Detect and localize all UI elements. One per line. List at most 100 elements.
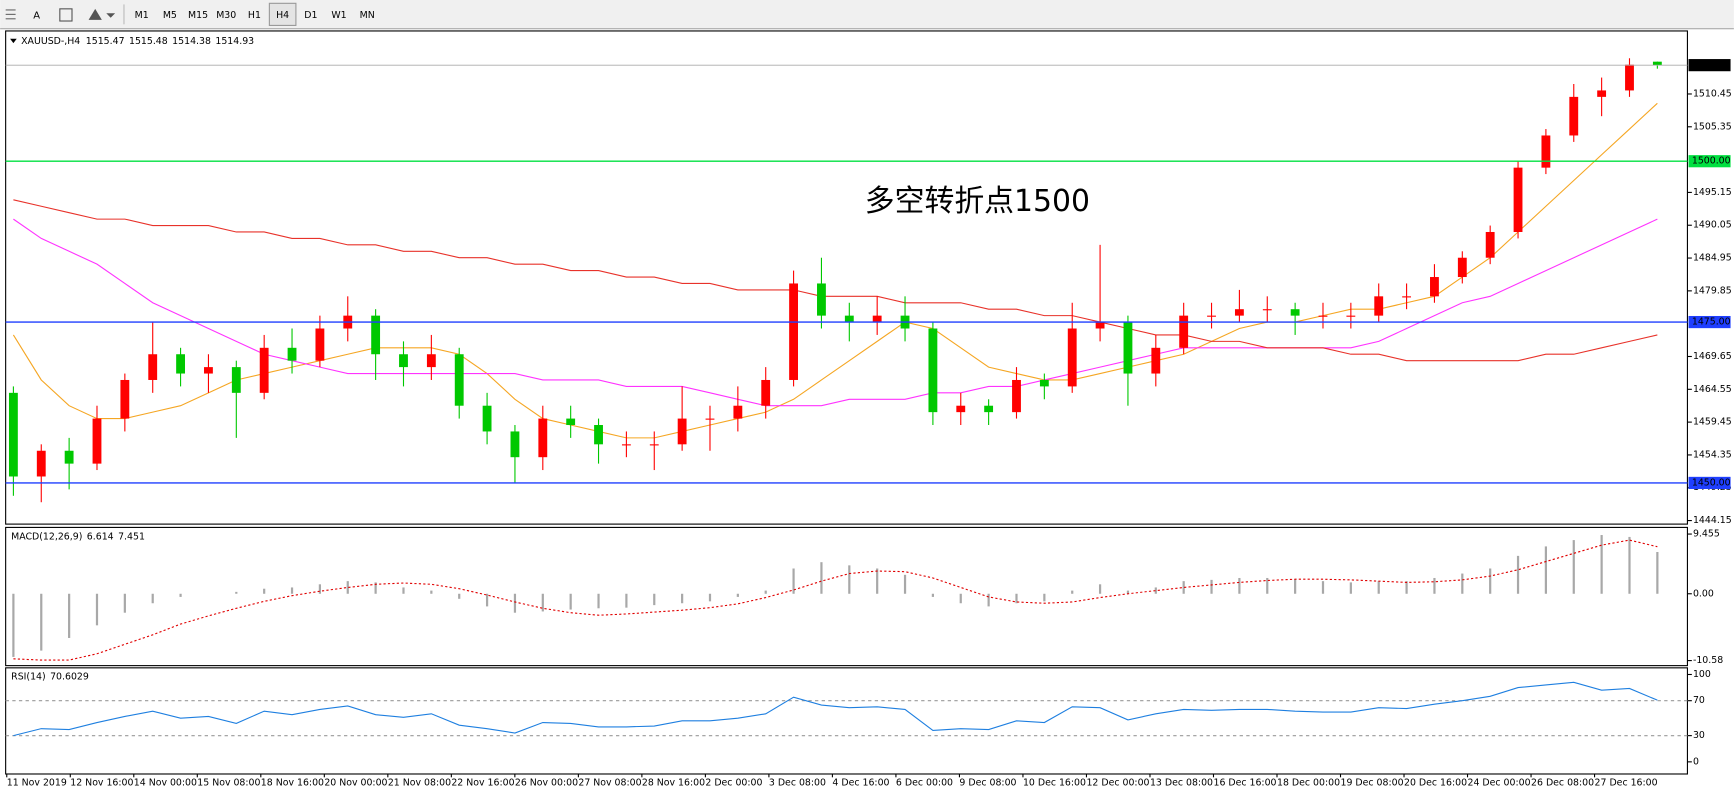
y-tick-label: 0	[1693, 756, 1699, 767]
candle-body	[1374, 296, 1384, 316]
macd-main: 6.614	[87, 531, 114, 542]
y-tick-label: -10.58	[1693, 655, 1723, 666]
price-label: 1514.93	[1692, 60, 1731, 71]
candle-body	[649, 444, 659, 446]
candle-body	[1123, 322, 1133, 374]
time-label: 15 Nov 08:00	[197, 777, 260, 788]
y-tick-label: 1495.15	[1693, 187, 1732, 198]
price-label: 1500.00	[1692, 156, 1731, 167]
timeframe-label[interactable]: M30	[216, 10, 236, 21]
text-tool[interactable]: A	[33, 10, 40, 21]
timeframe-label[interactable]: H1	[248, 10, 261, 21]
time-label: 10 Dec 16:00	[1023, 777, 1086, 788]
time-label: 14 Nov 00:00	[134, 777, 197, 788]
time-label: 3 Dec 08:00	[769, 777, 826, 788]
time-label: 18 Nov 16:00	[261, 777, 324, 788]
candle-body	[1067, 328, 1077, 387]
timeframe-label[interactable]: M5	[163, 10, 177, 21]
annotation: 多空转折点1500	[865, 184, 1090, 219]
timeframe-label[interactable]: W1	[331, 10, 346, 21]
candle-body	[1541, 135, 1551, 168]
time-label: 12 Nov 16:00	[70, 777, 133, 788]
candle-body	[287, 347, 297, 361]
price-label: 1475.00	[1692, 317, 1731, 328]
candle-body	[705, 418, 715, 420]
candle-body	[594, 425, 603, 445]
time-label: 21 Nov 08:00	[388, 777, 451, 788]
time-label: 12 Dec 00:00	[1086, 777, 1149, 788]
candle-body	[733, 405, 743, 419]
candle-body	[426, 354, 436, 368]
time-label: 27 Nov 08:00	[578, 777, 641, 788]
time-label: 16 Dec 16:00	[1213, 777, 1276, 788]
candle-body	[1569, 96, 1579, 136]
main-pane	[5, 30, 1688, 525]
indicator-line	[13, 199, 1658, 362]
candle-body	[148, 354, 158, 380]
candle-body	[677, 418, 687, 445]
candle-body	[204, 367, 213, 374]
candle-body	[1039, 379, 1049, 387]
macd-header: MACD(12,26,9) 6.614 7.451	[11, 531, 145, 542]
time-label: 19 Dec 08:00	[1341, 777, 1404, 788]
timeframe-label[interactable]: H4	[276, 10, 289, 21]
price-label-box	[1688, 315, 1731, 329]
y-tick-label: 1469.65	[1693, 351, 1732, 362]
candle-body	[1012, 379, 1021, 413]
candle-body	[1207, 315, 1216, 317]
time-label: 20 Nov 00:00	[324, 777, 387, 788]
candle-body	[984, 405, 994, 413]
y-tick-label: 9.455	[1693, 529, 1720, 540]
timeframe-label[interactable]: MN	[360, 10, 375, 21]
macd-signal: 7.451	[118, 531, 145, 542]
y-tick-label: 1505.35	[1693, 121, 1732, 132]
candle-body	[454, 354, 464, 406]
quote-open: 1515.47	[86, 35, 125, 46]
rsi-value: 70.6029	[50, 671, 89, 682]
candle-body	[259, 347, 269, 393]
price-label-box	[1688, 59, 1731, 72]
candle-body	[1402, 296, 1412, 298]
time-label: 26 Nov 00:00	[515, 777, 578, 788]
candle-body	[1262, 309, 1272, 311]
candle-body	[1485, 231, 1495, 258]
timeframe-label[interactable]: M1	[135, 10, 149, 21]
candle-body	[566, 418, 576, 426]
time-label: 6 Dec 00:00	[896, 777, 953, 788]
timeframe-label[interactable]: M15	[188, 10, 208, 21]
main-header: XAUUSD-,H4 1515.47 1515.48 1514.38 1514.93	[21, 35, 254, 46]
candle-body	[92, 418, 102, 464]
timeframe-button[interactable]	[268, 2, 297, 26]
indicator-line	[12, 102, 1658, 439]
macd-signal-line	[13, 539, 1658, 661]
y-tick-label: 1444.15	[1693, 515, 1732, 526]
candle-body	[231, 367, 241, 393]
time-label: 2 Dec 00:00	[705, 777, 762, 788]
label-tool[interactable]	[59, 8, 73, 22]
candle-body	[8, 392, 18, 477]
quote-low: 1514.38	[172, 35, 211, 46]
candle-body	[1234, 309, 1244, 316]
rsi-title: RSI(14)	[11, 671, 45, 682]
y-tick-label: 1454.35	[1693, 449, 1732, 460]
timeframe-label[interactable]: D1	[304, 10, 317, 21]
candle-body	[1652, 61, 1662, 66]
candle-body	[399, 354, 408, 368]
candle-body	[120, 379, 130, 419]
candle-body	[761, 379, 771, 406]
candle-body	[1457, 257, 1467, 278]
collapse-icon[interactable]	[10, 38, 17, 44]
rsi-pane	[5, 667, 1688, 775]
indicator-line	[13, 218, 1658, 407]
candle-body	[872, 315, 882, 323]
candle-body	[315, 328, 325, 361]
candle-body	[817, 283, 826, 316]
time-label: 13 Dec 08:00	[1150, 777, 1213, 788]
candle-body	[789, 283, 799, 380]
price-label-box	[1688, 476, 1731, 490]
candle-body	[1625, 64, 1634, 91]
menu-icon[interactable]	[5, 9, 16, 20]
shapes-tool[interactable]	[88, 8, 116, 20]
